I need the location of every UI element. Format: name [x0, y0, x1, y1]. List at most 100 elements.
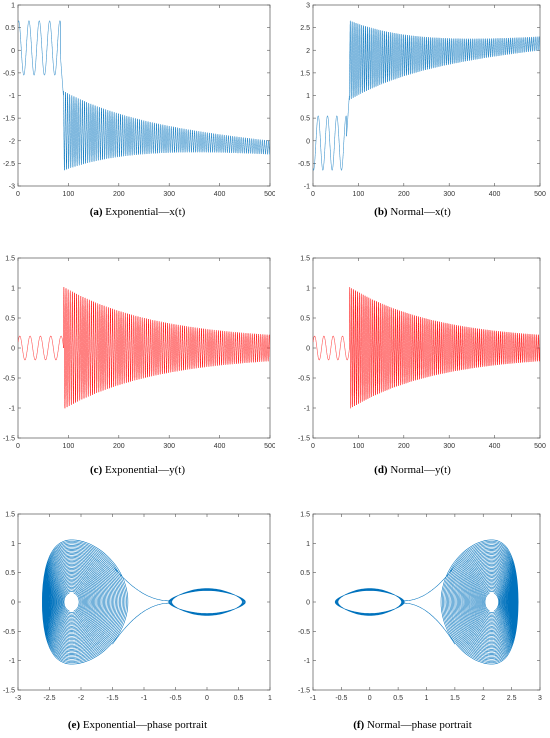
y-tick-label: 1: [306, 286, 310, 293]
y-tick-label: 1: [306, 93, 310, 100]
y-tick-label: 0: [306, 138, 310, 145]
y-tick-label: 1: [11, 286, 15, 293]
y-tick-label: 1.5: [300, 256, 310, 263]
series-line: [313, 287, 540, 409]
x-tick-label: 100: [353, 443, 365, 450]
x-tick-label: 200: [113, 443, 125, 450]
x-tick-label: -3: [15, 695, 21, 702]
panel-c: 0 100 200 300 400 500 -1.5 -1 -0.5 0 0.5 1 1.5 (c) E…: [0, 248, 275, 488]
y-tick-label: 1.5: [5, 512, 15, 519]
y-tick-label: 0.5: [5, 25, 15, 32]
x-tick-label: 400: [489, 443, 501, 450]
y-tick-label: -1: [304, 184, 310, 191]
caption-d: (d) Normal—y(t): [374, 464, 451, 476]
y-tick-label: -0.5: [3, 629, 15, 636]
y-tick-label: -0.5: [298, 161, 310, 168]
y-tick-label: 0.5: [5, 316, 15, 323]
x-tick-label: 300: [163, 443, 175, 450]
chart-x-exponential: 0 100 200 300 400 500 -3 -2.5 -2 -1.5 -1 -0.5 0 0.5 1: [3, 3, 275, 199]
panel-e: -3 -2.5 -2 -1.5 -1 -0.5 0 0.5 1 -1.5 -1 -0.5 0 0.5 1 1.…: [0, 505, 275, 738]
y-tick-label: 1: [11, 541, 15, 548]
x-tick-label: 300: [163, 191, 175, 198]
y-tick-label: 0: [11, 600, 15, 607]
y-tick-label: -0.5: [298, 376, 310, 383]
x-tick-label: -1: [310, 695, 316, 702]
x-tick-label: 500: [534, 443, 546, 450]
y-tick-label: 0.5: [300, 316, 310, 323]
panel-b: 0 100 200 300 400 500 -1 -0.5 0 0.5 1 1.5 2 2.5 3 (b) …: [275, 0, 550, 225]
y-tick-label: -2.5: [3, 161, 15, 168]
y-tick-label: -0.5: [298, 629, 310, 636]
caption-f: (f) Normal—phase portrait: [353, 719, 472, 731]
x-tick-label: 100: [63, 191, 75, 198]
x-tick-label: 100: [63, 443, 75, 450]
y-tick-label: -1: [304, 658, 310, 665]
y-tick-label: 0.5: [5, 570, 15, 577]
x-tick-label: 2.5: [507, 695, 517, 702]
y-tick-label: -1: [9, 406, 15, 413]
x-tick-label: 400: [214, 191, 226, 198]
x-tick-label: 0: [205, 695, 209, 702]
x-tick-label: 500: [264, 191, 275, 198]
caption-a: (a) Exponential—x(t): [89, 206, 186, 218]
y-tick-label: -3: [9, 184, 15, 191]
chart-phase-normal: -1 -0.5 0 0.5 1 1.5 2 2.5 3-1.5-1-0.500.511.5: [298, 512, 542, 703]
orbit-hole: [487, 592, 497, 612]
x-tick-label: -1: [141, 695, 147, 702]
x-tick-label: 300: [443, 443, 455, 450]
plot-area: [312, 4, 541, 187]
x-tick-label: 200: [398, 191, 410, 198]
x-tick-label: 0.5: [393, 695, 403, 702]
y-tick-label: 1.5: [300, 512, 310, 519]
y-tick-label: -0.5: [3, 70, 15, 77]
y-tick-label: 1.5: [300, 70, 310, 77]
plot-area: [17, 4, 271, 187]
y-tick-label: -1.5: [3, 116, 15, 123]
y-tick-label: -1.5: [298, 688, 310, 695]
series-line: [18, 287, 270, 409]
caption-b: (b) Normal—x(t): [374, 206, 451, 218]
y-tick-label: 3: [306, 3, 310, 10]
orbit-hole: [67, 592, 77, 612]
caption-c: (c) Exponential—y(t): [89, 464, 185, 476]
y-tick-label: 2.5: [300, 25, 310, 32]
x-tick-label: -2.5: [43, 695, 55, 702]
x-tick-label: 400: [489, 191, 501, 198]
x-tick-label: 0: [311, 191, 315, 198]
series-line: [313, 20, 540, 171]
y-tick-label: 0: [11, 346, 15, 353]
y-tick-label: -1: [304, 406, 310, 413]
x-tick-label: 300: [443, 191, 455, 198]
y-tick-label: -2: [9, 138, 15, 145]
y-tick-label: -1: [9, 93, 15, 100]
y-tick-label: -0.5: [3, 376, 15, 383]
x-tick-label: 1: [268, 695, 272, 702]
series-line: [18, 20, 270, 171]
x-tick-label: 0: [16, 443, 20, 450]
panel-d: 0 100 200 300 400 500 -1.5 -1 -0.5 0 0.5 1 1.5 (d) N…: [275, 248, 550, 488]
y-tick-label: -1.5: [298, 436, 310, 443]
x-tick-label: 0: [311, 443, 315, 450]
x-tick-label: 2: [481, 695, 485, 702]
x-tick-label: 200: [113, 191, 125, 198]
x-tick-label: -1.5: [106, 695, 118, 702]
chart-x-normal: 0 100 200 300 400 500 -1 -0.5 0 0.5 1 1.5 2 2.5 3: [298, 3, 546, 199]
y-tick-label: 0: [11, 48, 15, 55]
y-tick-label: 2: [306, 48, 310, 55]
y-tick-label: -1.5: [3, 436, 15, 443]
y-tick-label: 0.5: [300, 116, 310, 123]
y-tick-label: 0: [306, 600, 310, 607]
chart-y-exponential: 0 100 200 300 400 500 -1.5 -1 -0.5 0 0.5 1 1.5: [3, 256, 275, 451]
y-tick-label: 0.5: [300, 570, 310, 577]
x-tick-label: -0.5: [335, 695, 347, 702]
x-tick-label: -0.5: [169, 695, 181, 702]
series-line: [334, 539, 519, 665]
caption-e: (e) Exponential—phase portrait: [67, 719, 208, 731]
y-tick-label: 1.5: [5, 256, 15, 263]
y-tick-label: 1: [11, 3, 15, 10]
x-tick-label: 100: [353, 191, 365, 198]
panel-f: -1 -0.5 0 0.5 1 1.5 2 2.5 3 -1.5 -1 -0.5 0 0.5 1 1.5 (f…: [275, 505, 550, 738]
x-tick-label: 0: [368, 695, 372, 702]
series-line: [42, 539, 246, 665]
x-tick-label: 0.5: [234, 695, 244, 702]
